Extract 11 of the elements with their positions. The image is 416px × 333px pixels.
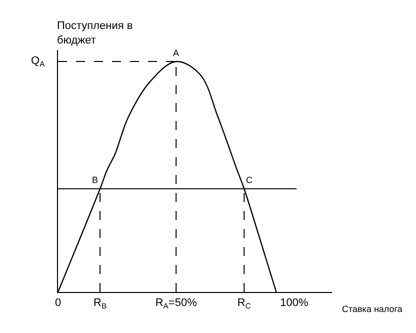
annotation: A bbox=[173, 48, 180, 58]
x-tick-label: R$_{A}$=50% bbox=[155, 297, 198, 311]
ref-line-label: Q$_{A}$ bbox=[31, 55, 46, 68]
annotation: C bbox=[246, 175, 253, 185]
x-tick-label: 0 bbox=[54, 297, 62, 310]
annotation: B bbox=[92, 175, 98, 185]
x-tick-label: R$_{C}$ bbox=[237, 297, 252, 311]
x-axis-title: Ставка налога bbox=[342, 304, 402, 314]
x-tick-label: R$_{B}$ bbox=[93, 297, 107, 311]
x-tick-label: 100% bbox=[280, 297, 308, 310]
y-axis-title: Поступления в бюджет bbox=[57, 20, 133, 46]
